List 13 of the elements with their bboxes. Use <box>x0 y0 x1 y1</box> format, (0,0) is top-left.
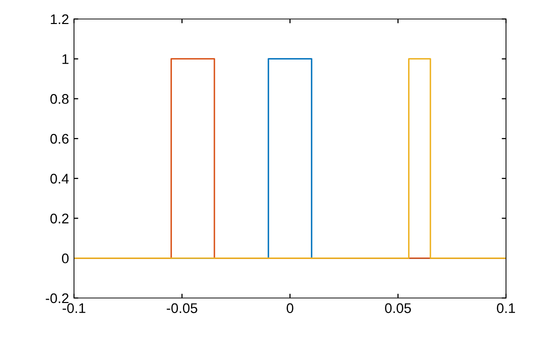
y-tick-label: 0.6 <box>50 134 69 144</box>
y-tick-label: 1 <box>62 54 68 64</box>
y-tick-label: 0 <box>62 253 69 264</box>
y-tick-label: 0.2 <box>50 214 68 224</box>
x-tick-label: 0.05 <box>385 303 411 314</box>
x-tick-label: 0 <box>286 303 294 314</box>
x-tick-label: -0.05 <box>166 303 198 314</box>
y-tick-label: 0.8 <box>50 94 69 104</box>
x-tick-label: -0.1 <box>62 303 86 314</box>
x-tick-label: 0.1 <box>496 303 515 314</box>
y-tick-label: 0.4 <box>50 174 69 184</box>
y-tick-label: 1.2 <box>50 14 68 24</box>
y-tick-label: -0.2 <box>46 293 68 304</box>
